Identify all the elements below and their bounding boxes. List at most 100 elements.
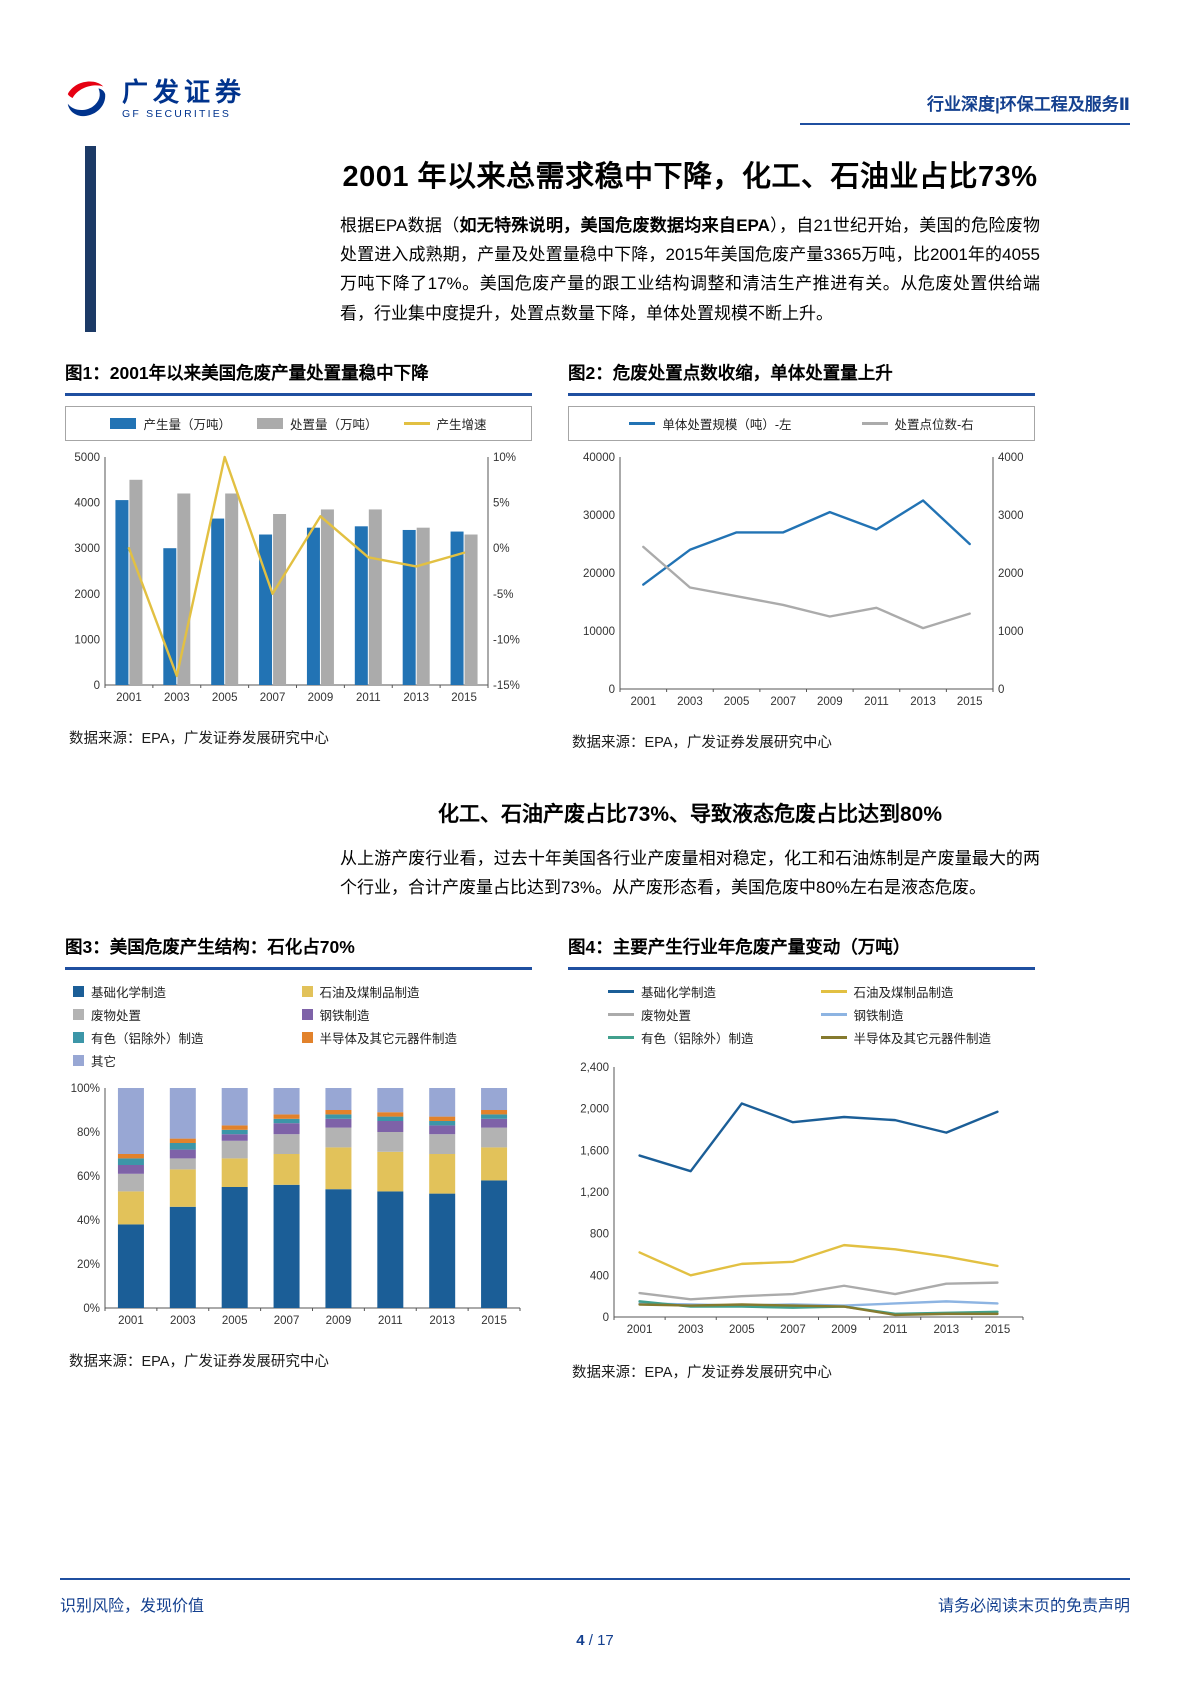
legend-label: 处置点位数-右: [894, 417, 974, 432]
svg-text:40000: 40000: [583, 452, 615, 464]
para1-post: ），自21世纪开始，美国的危险废物处置进入成熟期，产量及处置量稳中下降，2015…: [340, 216, 1040, 323]
svg-text:2013: 2013: [403, 692, 429, 704]
svg-text:10000: 10000: [583, 626, 615, 638]
legend-item: 处置量（万吨）: [256, 414, 378, 433]
legend-column: 石油及煤制品制造 钢铁制造半导体及其它元器件制造: [820, 982, 1034, 1047]
legend-swatch: [73, 986, 84, 998]
svg-text:2009: 2009: [308, 692, 334, 704]
svg-text:-5%: -5%: [493, 589, 513, 601]
svg-text:30000: 30000: [583, 510, 615, 522]
svg-text:20%: 20%: [77, 1259, 100, 1271]
svg-text:4000: 4000: [998, 452, 1024, 464]
svg-text:2009: 2009: [326, 1315, 352, 1327]
svg-text:0: 0: [609, 684, 615, 696]
legend-item: 石油及煤制品制造: [820, 982, 1034, 1001]
section-2-title: 化工、石油产废占比73%、导致液态危废占比达到80%: [437, 802, 943, 826]
svg-text:0: 0: [603, 1312, 609, 1324]
legend-item: 废物处置: [73, 1005, 302, 1024]
figure-4-chart: 0 400 800 1,200 1,600 2,000 2,400 2001 2003 2005 2…: [568, 1055, 1035, 1349]
legend-item: 基础化学制造: [73, 982, 302, 1001]
legend-item: 钢铁制造: [820, 1005, 1034, 1024]
svg-text:2003: 2003: [170, 1315, 196, 1327]
legend-swatch: [820, 990, 847, 994]
legend-label: 钢铁制造: [853, 1009, 904, 1024]
svg-text:2,000: 2,000: [580, 1104, 609, 1116]
figure-2-legend: 单体处置规模（吨）-左 处置点位数-右: [568, 405, 1035, 441]
svg-text:800: 800: [590, 1229, 609, 1241]
legend-swatch: [861, 421, 888, 425]
svg-text:2011: 2011: [864, 696, 889, 708]
svg-text:2,400: 2,400: [580, 1062, 609, 1074]
page-footer: 识别风险，发现价值 请务必阅读末页的免责声明: [60, 1592, 1130, 1616]
svg-text:-15%: -15%: [493, 680, 520, 692]
legend-label: 石油及煤制品制造: [319, 986, 420, 1001]
figure-2-chart: 0 10000 20000 30000 40000 0 1000 2000 3000 4000 20…: [568, 443, 1035, 719]
legend-label: 半导体及其它元器件制造: [319, 1032, 458, 1047]
legend-swatch: [608, 990, 634, 994]
legend-swatch: [73, 1032, 84, 1044]
page-header: 广发证券 GF SECURITIES 行业深度|环保工程及服务Ⅱ: [60, 74, 1130, 125]
figure-3: 图3：美国危废产生结构：石化占70% 基础化学制造 废物处置 有色（铝除外）制造 其它…: [65, 934, 532, 1382]
legend-label: 石油及煤制品制造: [853, 986, 954, 1001]
left-accent-bar: [85, 146, 96, 332]
svg-text:2009: 2009: [831, 1324, 857, 1336]
figure-3-chart: 0% 20% 40% 60% 80% 100% 2001 2003 2005 2007 2009 20…: [65, 1078, 532, 1338]
page-separator: /: [584, 1632, 598, 1649]
svg-text:2005: 2005: [729, 1324, 755, 1336]
svg-text:5%: 5%: [493, 498, 510, 510]
legend-label: 废物处置: [641, 1009, 692, 1024]
legend-swatch: [73, 1009, 84, 1021]
svg-text:2015: 2015: [451, 692, 477, 704]
legend-item: 其它: [73, 1051, 302, 1070]
svg-text:4000: 4000: [74, 498, 100, 510]
chart-svg: 0 400 800 1,200 1,600 2,000 2,400 2001 2003 2005 2…: [580, 1062, 1024, 1336]
figure-1-title: 图1：2001年以来美国危废产量处置量稳中下降: [65, 360, 532, 396]
svg-text:3000: 3000: [74, 543, 100, 555]
svg-text:2001: 2001: [627, 1324, 653, 1336]
legend-item: 半导体及其它元器件制造: [301, 1028, 531, 1047]
legend-item: 单体处置规模（吨）-左: [629, 414, 792, 433]
legend-item: 处置点位数-右: [861, 414, 974, 433]
svg-text:2015: 2015: [957, 696, 983, 708]
legend-label: 基础化学制造: [641, 986, 717, 1001]
page-title: 2001 年以来总需求稳中下降，化工、石油业占比73%: [342, 161, 1038, 193]
legend-swatch: [608, 1013, 634, 1017]
chart-svg: 0 10000 20000 30000 40000 0 1000 2000 3000 4000 20…: [583, 452, 1024, 708]
figure-1-source: 数据来源：EPA，广发证券发展研究中心: [69, 730, 329, 747]
legend-swatch: [110, 417, 137, 429]
legend-label: 其它: [91, 1055, 117, 1070]
chart-svg: 0% 20% 40% 60% 80% 100% 2001 2003 2005 2007 2009 20…: [71, 1083, 521, 1327]
svg-text:2009: 2009: [817, 696, 843, 708]
legend-swatch: [256, 417, 283, 429]
svg-text:2011: 2011: [378, 1315, 403, 1327]
legend-item: 废物处置: [608, 1005, 821, 1024]
legend-item: 半导体及其它元器件制造: [820, 1028, 1034, 1047]
legend-column: 基础化学制造 废物处置有色（铝除外）制造 其它: [73, 982, 302, 1070]
svg-text:40%: 40%: [77, 1215, 100, 1227]
svg-text:2003: 2003: [678, 1324, 704, 1336]
footer-slogan: 识别风险，发现价值: [60, 1598, 205, 1615]
figure-1: 图1：2001年以来美国危废产量处置量稳中下降 产生量（万吨） 处置量（万吨） 产生…: [65, 360, 532, 752]
legend-swatch: [73, 1055, 84, 1067]
legend-column: 石油及煤制品制造 钢铁制造 半导体及其它元器件制造: [301, 982, 531, 1070]
svg-text:0%: 0%: [493, 543, 510, 555]
figure-4-source: 数据来源：EPA，广发证券发展研究中心: [572, 1365, 832, 1382]
gf-logo: 广发证券 GF SECURITIES: [60, 74, 246, 125]
svg-text:2007: 2007: [780, 1324, 806, 1336]
svg-text:10%: 10%: [493, 452, 516, 464]
paragraph-2: 从上游产废行业看，过去十年美国各行业产废量相对稳定，化工和石油炼制是产废量最大的…: [340, 848, 1040, 898]
legend-swatch: [403, 421, 430, 425]
legend-label: 有色（铝除外）制造: [91, 1032, 204, 1047]
svg-text:1000: 1000: [998, 626, 1024, 638]
footer-rule: [60, 1578, 1130, 1580]
figure-3-legend: 基础化学制造 废物处置 有色（铝除外）制造 其它 石油及煤制品制造 钢铁制造 半导体及其它元…: [65, 980, 532, 1076]
svg-text:1,600: 1,600: [580, 1146, 609, 1158]
svg-text:60%: 60%: [77, 1171, 100, 1183]
legend-label: 单体处置规模（吨）-左: [662, 417, 792, 432]
svg-text:2007: 2007: [770, 696, 796, 708]
svg-text:3000: 3000: [998, 510, 1024, 522]
figure-4-title: 图4：主要产生行业年危废产量变动（万吨）: [568, 934, 1035, 971]
figure-1-chart: 0 1000 2000 3000 4000 5000 -15% -10% -5% 0% 5% 10% 2…: [65, 443, 532, 715]
chart-svg: 0 1000 2000 3000 4000 5000 -15% -10% -5% 0% 5% 10% 2…: [74, 452, 520, 704]
